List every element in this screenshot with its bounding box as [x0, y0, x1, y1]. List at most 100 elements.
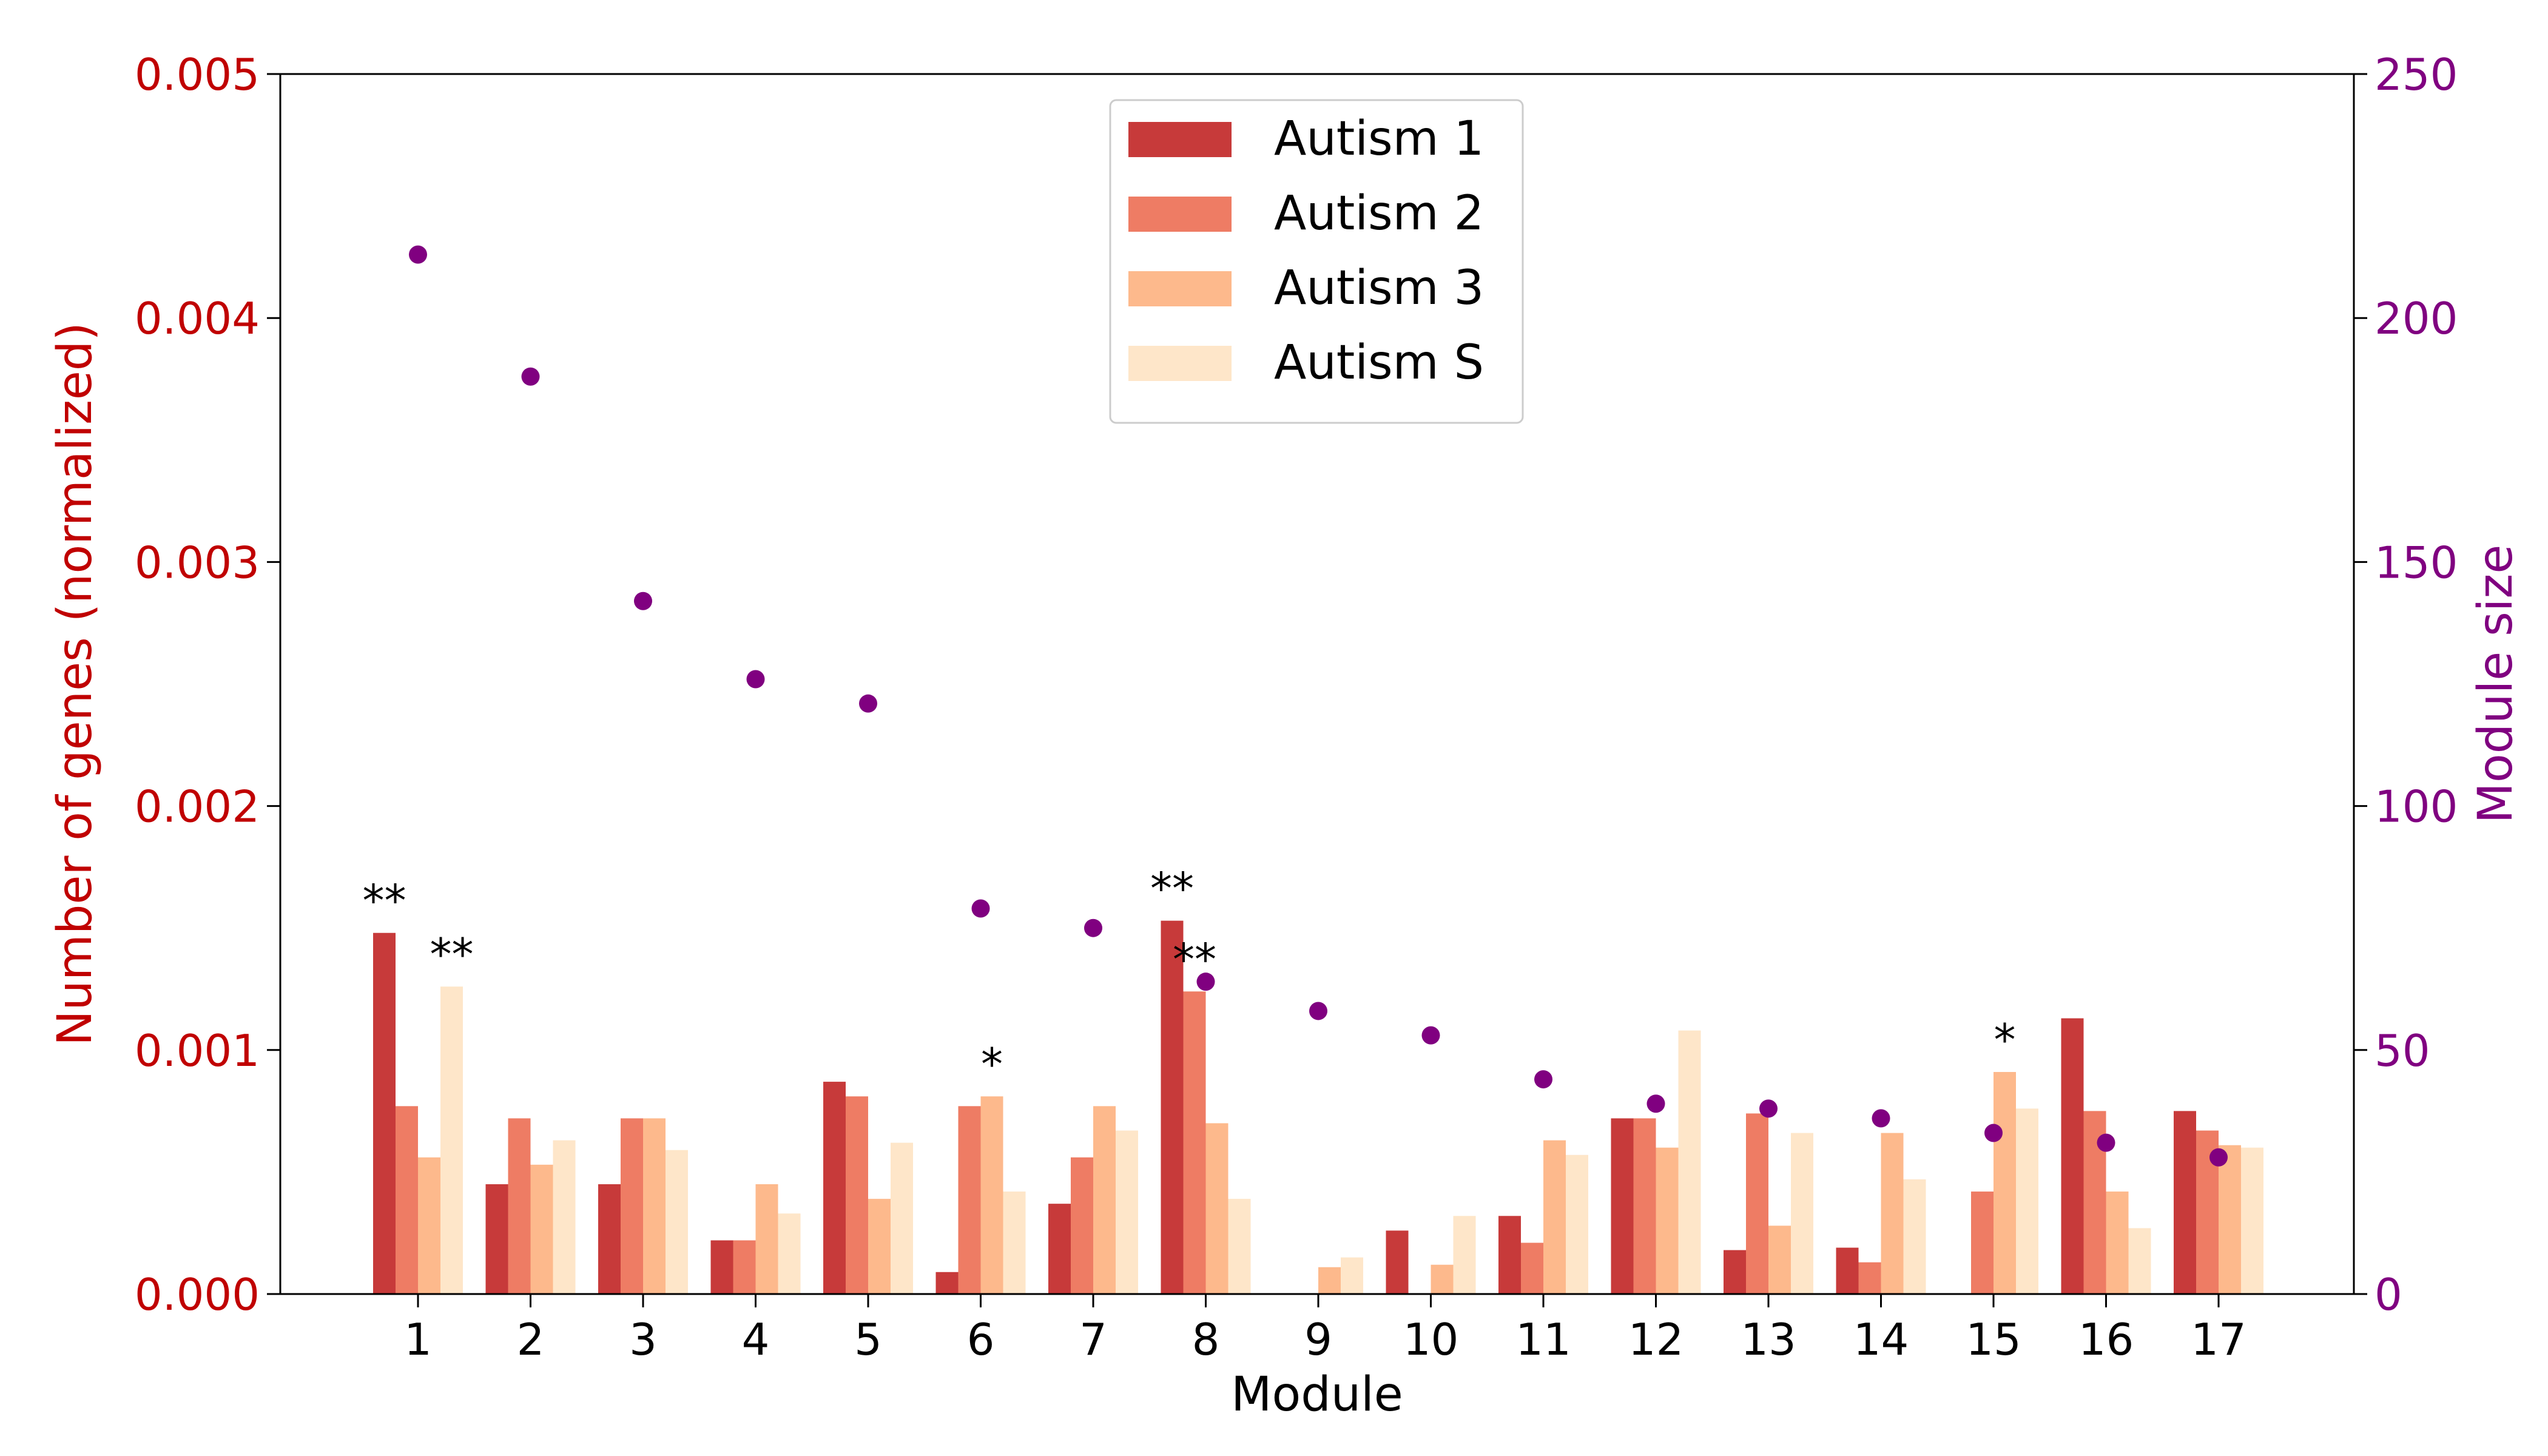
bar-autism-1-module-7 — [1048, 1204, 1071, 1294]
bar-autism-3-module-11 — [1543, 1140, 1566, 1294]
module-size-point-14 — [1872, 1109, 1890, 1128]
module-size-point-6 — [971, 899, 990, 918]
legend-label: Autism 1 — [1274, 112, 1484, 166]
significance-label: ** — [1173, 934, 1216, 985]
x-tick-label: 4 — [742, 1314, 770, 1365]
x-tick-label: 2 — [517, 1314, 545, 1365]
left-y-tick-label: 0.001 — [135, 1025, 260, 1076]
bar-autism-3-module-15 — [1994, 1071, 2016, 1294]
bar-autism-3-module-2 — [530, 1164, 553, 1294]
x-tick-label: 5 — [854, 1314, 882, 1365]
bar-autism-3-module-8 — [1205, 1123, 1228, 1294]
bar-autism-1-module-1 — [373, 932, 396, 1294]
right-y-tick-label: 250 — [2374, 49, 2458, 100]
legend-swatch — [1128, 271, 1232, 306]
legend-label: Autism 3 — [1274, 261, 1484, 315]
bar-autism-2-module-2 — [508, 1118, 531, 1294]
significance-label: * — [981, 1039, 1003, 1090]
x-tick-label: 9 — [1304, 1314, 1332, 1365]
bar-autism-s-module-2 — [553, 1140, 576, 1294]
legend-swatch — [1128, 197, 1232, 232]
x-tick-label: 3 — [629, 1314, 657, 1365]
bar-autism-1-module-3 — [598, 1184, 621, 1294]
right-y-tick-label: 100 — [2374, 781, 2458, 832]
x-tick-label: 6 — [967, 1314, 995, 1365]
bar-autism-s-module-15 — [2016, 1108, 2038, 1294]
bar-autism-s-module-7 — [1116, 1130, 1138, 1294]
bar-autism-1-module-11 — [1498, 1216, 1521, 1294]
bar-autism-s-module-16 — [2128, 1228, 2151, 1294]
bar-autism-2-module-3 — [621, 1118, 643, 1294]
x-axis-title: Module — [1231, 1367, 1403, 1422]
bar-autism-s-module-13 — [1791, 1133, 1813, 1294]
right-y-tick-label: 50 — [2374, 1025, 2430, 1076]
bar-autism-s-module-5 — [891, 1142, 913, 1294]
bar-autism-2-module-5 — [846, 1096, 868, 1294]
module-size-point-7 — [1084, 918, 1102, 937]
significance-annotations: ********** — [363, 863, 2016, 1090]
bar-autism-3-module-1 — [418, 1157, 440, 1294]
bar-autism-1-module-6 — [935, 1272, 959, 1294]
bar-autism-1-module-8 — [1161, 920, 1184, 1294]
bar-autism-1-module-17 — [2174, 1111, 2196, 1294]
x-tick-label: 16 — [2078, 1314, 2134, 1365]
bar-autism-2-module-15 — [1971, 1191, 1994, 1294]
bar-autism-3-module-16 — [2106, 1191, 2129, 1294]
bar-autism-3-module-5 — [868, 1199, 891, 1294]
module-size-point-2 — [521, 367, 540, 386]
module-size-point-16 — [2097, 1133, 2115, 1152]
bar-autism-3-module-14 — [1881, 1133, 1904, 1294]
bar-autism-s-module-8 — [1228, 1199, 1251, 1294]
bar-autism-s-module-10 — [1453, 1216, 1476, 1294]
right-y-tick-label: 0 — [2374, 1269, 2402, 1320]
legend-frame — [1109, 99, 1524, 424]
bar-autism-2-module-12 — [1633, 1118, 1656, 1294]
right-y-tick-label: 150 — [2374, 537, 2458, 588]
legend-swatch — [1128, 122, 1232, 157]
bar-autism-3-module-7 — [1093, 1106, 1116, 1294]
bar-autism-3-module-10 — [1431, 1264, 1454, 1294]
legend-label: Autism 2 — [1274, 186, 1484, 241]
bar-autism-2-module-8 — [1183, 991, 1206, 1294]
module-size-point-13 — [1759, 1099, 1778, 1118]
bar-autism-s-module-14 — [1903, 1179, 1926, 1294]
x-tick-label: 12 — [1628, 1314, 1684, 1365]
axis-ticks: 1 2 3 4 5 6 7 8 9 10 11 12 13 14 15 16 170.0000.0010.002… — [135, 49, 2458, 1365]
bar-autism-2-module-14 — [1858, 1262, 1881, 1294]
left-y-tick-label: 0.003 — [135, 537, 260, 588]
bar-autism-1-module-16 — [2061, 1018, 2084, 1294]
bar-autism-2-module-1 — [396, 1106, 418, 1294]
x-tick-label: 10 — [1403, 1314, 1459, 1365]
bar-autism-1-module-13 — [1724, 1250, 1746, 1294]
bar-autism-2-module-11 — [1521, 1242, 1543, 1294]
left-y-tick-label: 0.004 — [135, 293, 260, 344]
significance-label: ** — [363, 875, 406, 926]
module-size-point-9 — [1309, 1002, 1327, 1020]
bar-autism-3-module-4 — [755, 1184, 778, 1294]
legend-label: Autism S — [1274, 335, 1484, 390]
significance-label: ** — [430, 929, 474, 980]
bar-autism-3-module-3 — [643, 1118, 666, 1294]
module-size-point-10 — [1421, 1026, 1440, 1045]
bar-autism-1-module-10 — [1386, 1230, 1409, 1294]
bar-autism-s-module-6 — [1003, 1191, 1026, 1294]
bar-autism-3-module-12 — [1656, 1147, 1679, 1294]
bar-autism-3-module-6 — [980, 1096, 1003, 1294]
x-tick-label: 13 — [1741, 1314, 1796, 1365]
module-size-point-17 — [2209, 1148, 2228, 1167]
x-tick-label: 1 — [404, 1314, 432, 1365]
bar-autism-3-module-17 — [2219, 1145, 2241, 1294]
module-size-point-4 — [746, 670, 765, 689]
module-size-point-15 — [1984, 1124, 2003, 1142]
x-tick-label: 14 — [1853, 1314, 1909, 1365]
bars-layer — [373, 920, 2263, 1294]
bar-autism-s-module-12 — [1678, 1030, 1701, 1294]
module-size-point-1 — [409, 245, 427, 264]
module-size-point-11 — [1534, 1070, 1552, 1089]
left-y-tick-label: 0.005 — [135, 49, 260, 100]
bar-autism-s-module-1 — [440, 986, 463, 1294]
x-tick-label: 11 — [1515, 1314, 1571, 1365]
bar-autism-s-module-11 — [1566, 1154, 1588, 1294]
bar-autism-1-module-4 — [710, 1240, 733, 1294]
significance-label: ** — [1150, 863, 1194, 914]
